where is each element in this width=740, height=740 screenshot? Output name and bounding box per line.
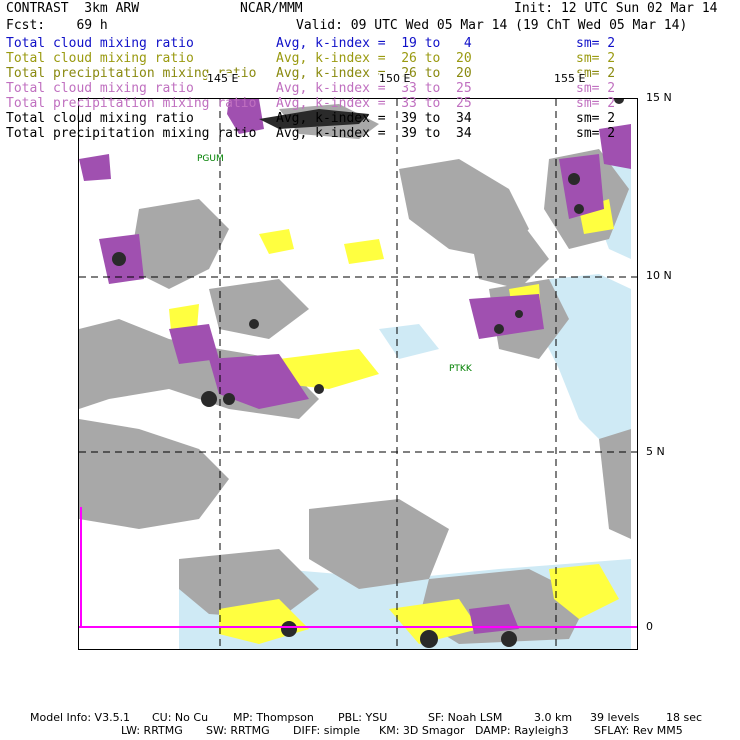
footer-item: PBL: YSU: [338, 711, 388, 724]
model-info-line2: LW: RRTMG SW: RRTMG DIFF: simple KM: 3D …: [30, 724, 730, 737]
legend-avg: Avg, k-index = 39 to 34: [276, 126, 472, 141]
legend-field: Total precipitation mixing ratio: [6, 126, 257, 141]
legend-avg: Avg, k-index = 26 to 20: [276, 66, 472, 81]
model-info-line1: Model Info: V3.5.1 CU: No Cu MP: Thompso…: [30, 711, 730, 724]
legend-row: Total cloud mixing ratio Avg, k-index = …: [6, 51, 646, 66]
legend-field: Total precipitation mixing ratio: [6, 96, 257, 111]
station-label: PGUM: [197, 154, 224, 164]
footer-item: 18 sec: [666, 711, 703, 724]
valid-time: Valid: 09 UTC Wed 05 Mar 14 (19 ChT Wed …: [296, 18, 688, 33]
yellow-cloud-field: [169, 199, 619, 644]
map-grid: [79, 99, 637, 649]
footer-item: DIFF: simple: [293, 724, 361, 737]
lat-label: 0: [646, 620, 653, 633]
legend-avg: Avg, k-index = 19 to 4: [276, 36, 472, 51]
legend-avg: Avg, k-index = 33 to 25: [276, 96, 472, 111]
footer-item: LW: RRTMG: [121, 724, 183, 737]
legend-row: Total precipitation mixing ratio Avg, k-…: [6, 126, 646, 141]
footer-item: SF: Noah LSM: [428, 711, 503, 724]
legend-row: Total precipitation mixing ratio Avg, k-…: [6, 96, 646, 111]
footer-item: KM: 3D Smagor: [379, 724, 465, 737]
map-canvas: [79, 99, 637, 649]
map-panel: 145 E 150 E 155 E PGUM PTKK: [78, 73, 638, 650]
forecast-hour: Fcst: 69 h: [6, 18, 108, 33]
footer-item: SFLAY: Rev MM5: [594, 724, 683, 737]
footer-item: MP: Thompson: [233, 711, 314, 724]
dark-precip-cores: [112, 99, 624, 648]
lon-label: 145 E: [207, 72, 239, 85]
station-label: PTKK: [449, 364, 472, 374]
footer-item: DAMP: Rayleigh3: [475, 724, 569, 737]
legend-smooth: sm= 2: [576, 126, 616, 141]
lon-label: 150 E: [379, 72, 411, 85]
lat-label: 10 N: [646, 269, 672, 282]
legend-row: Total cloud mixing ratio Avg, k-index = …: [6, 81, 646, 96]
init-time: Init: 12 UTC Sun 02 Mar 14: [514, 1, 718, 16]
legend-avg: Avg, k-index = 39 to 34: [276, 111, 472, 126]
model-title: CONTRAST 3km ARW: [6, 1, 140, 16]
lat-label: 15 N: [646, 91, 672, 104]
legend-row: Total cloud mixing ratio Avg, k-index = …: [6, 111, 646, 126]
legend-avg: Avg, k-index = 26 to 20: [276, 51, 472, 66]
legend-field: Total cloud mixing ratio: [6, 111, 194, 126]
legend-smooth: sm= 2: [576, 111, 616, 126]
legend-field: Total cloud mixing ratio: [6, 51, 194, 66]
legend-field: Total cloud mixing ratio: [6, 36, 194, 51]
org-label: NCAR/MMM: [240, 1, 303, 16]
legend-row: Total cloud mixing ratio Avg, k-index = …: [6, 36, 646, 51]
lat-label: 5 N: [646, 445, 665, 458]
purple-precip-field: [79, 99, 631, 634]
legend-smooth: sm= 2: [576, 96, 616, 111]
legend-smooth: sm= 2: [576, 51, 616, 66]
footer-item: 3.0 km: [534, 711, 573, 724]
footer-item: SW: RRTMG: [206, 724, 270, 737]
footer-item: CU: No Cu: [152, 711, 209, 724]
legend-avg: Avg, k-index = 33 to 25: [276, 81, 472, 96]
lon-label: 155 E: [554, 72, 586, 85]
legend-smooth: sm= 2: [576, 36, 616, 51]
legend-row: Total precipitation mixing ratio Avg, k-…: [6, 66, 646, 81]
footer-item: 39 levels: [590, 711, 640, 724]
legend-field: Total cloud mixing ratio: [6, 81, 194, 96]
footer-item: Model Info: V3.5.1: [30, 711, 131, 724]
